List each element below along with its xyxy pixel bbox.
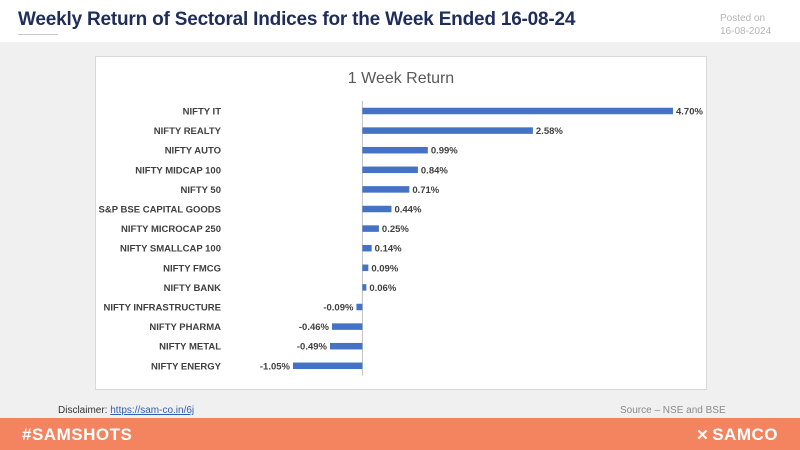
bar: [362, 127, 533, 134]
disclaimer-link[interactable]: https://sam-co.in/6j: [110, 405, 195, 416]
samco-logo-icon: ✕: [696, 427, 710, 444]
category-label: NIFTY BANK: [164, 283, 221, 294]
category-label: NIFTY ENERGY: [151, 361, 222, 372]
data-label: -1.05%: [260, 361, 291, 372]
data-label: -0.09%: [323, 303, 354, 314]
category-label: NIFTY INFRASTRUCTURE: [103, 303, 221, 314]
bar: [362, 225, 379, 232]
data-label: 0.71%: [412, 185, 439, 196]
bar: [362, 186, 410, 193]
brand-logo: ✕ SAMCO: [696, 425, 778, 445]
data-label: 0.44%: [394, 205, 421, 216]
page-title: Weekly Return of Sectoral Indices for th…: [18, 9, 576, 30]
posted-date: 16-08-2024: [720, 26, 772, 37]
header: Weekly Return of Sectoral Indices for th…: [0, 0, 800, 40]
bar: [362, 264, 369, 272]
posted-info: Posted on 16-08-2024: [720, 12, 784, 38]
bar: [293, 362, 363, 370]
category-label: NIFTY REALTY: [154, 126, 222, 137]
hashtag: #SAMSHOTS: [22, 425, 133, 444]
bar: [362, 166, 418, 174]
bar: [330, 342, 363, 350]
data-label: 0.84%: [421, 165, 448, 176]
data-label: -0.49%: [297, 342, 328, 353]
data-label: 2.58%: [536, 126, 563, 137]
category-label: NIFTY PHARMA: [149, 322, 221, 333]
category-label: NIFTY MIDCAP 100: [135, 165, 221, 176]
category-label: NIFTY AUTO: [165, 146, 221, 157]
data-label: 0.09%: [371, 263, 398, 274]
disclaimer-label: Disclaimer:: [58, 405, 108, 416]
data-label: 0.06%: [369, 283, 396, 294]
category-label: NIFTY MICROCAP 250: [121, 224, 221, 235]
data-label: 0.14%: [375, 244, 402, 255]
category-label: S&P BSE CAPITAL GOODS: [99, 205, 221, 216]
category-label: NIFTY IT: [183, 107, 222, 118]
bar: [362, 205, 392, 213]
footer-bar: #SAMSHOTS ✕ SAMCO: [0, 418, 800, 450]
bar: [331, 323, 363, 330]
data-label: -0.46%: [299, 322, 330, 333]
bar: [362, 146, 428, 154]
data-label: 4.70%: [676, 107, 703, 118]
bar: [362, 107, 673, 115]
title-underline: [18, 34, 58, 35]
category-label: NIFTY METAL: [159, 342, 221, 353]
disclaimer: Disclaimer: https://sam-co.in/6j: [58, 405, 194, 416]
chart-container: 1 Week Return NIFTY IT 4.70% NIFTY REALTY 2…: [95, 56, 707, 390]
bar: [362, 244, 372, 252]
bar-chart: 1 Week Return NIFTY IT 4.70% NIFTY REALTY 2…: [99, 70, 703, 376]
bar: [362, 284, 367, 291]
bar: [356, 303, 363, 311]
category-label: NIFTY SMALLCAP 100: [120, 244, 221, 255]
category-label: NIFTY 50: [181, 185, 221, 196]
posted-label: Posted on: [720, 13, 766, 24]
category-label: NIFTY FMCG: [163, 263, 221, 274]
source-note: Source – NSE and BSE: [620, 405, 726, 416]
brand-name: SAMCO: [712, 425, 778, 444]
data-label: 0.25%: [382, 224, 409, 235]
data-label: 0.99%: [431, 146, 458, 157]
chart-title: 1 Week Return: [348, 70, 454, 87]
